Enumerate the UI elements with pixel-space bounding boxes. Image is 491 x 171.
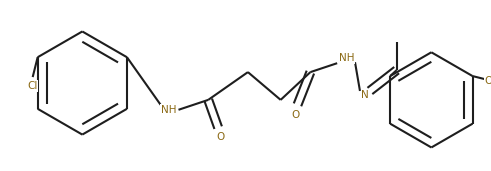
Text: Cl: Cl	[27, 81, 38, 91]
Text: O: O	[216, 131, 224, 142]
Text: N: N	[361, 90, 369, 100]
Text: O: O	[484, 76, 491, 86]
Text: O: O	[291, 110, 300, 120]
Text: NH: NH	[339, 53, 355, 63]
Text: NH: NH	[161, 105, 176, 115]
